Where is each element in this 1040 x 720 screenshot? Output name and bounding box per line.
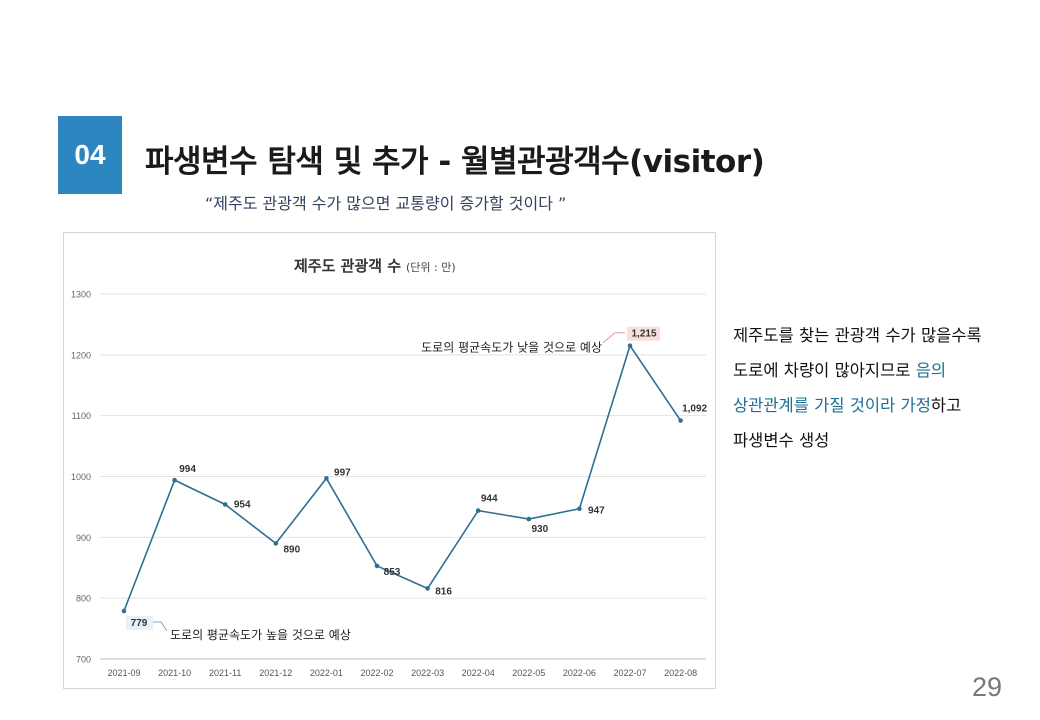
slide-subtitle: “제주도 관광객 수가 많으면 교통량이 증가할 것이다 ” (205, 194, 567, 213)
y-tick-label: 900 (76, 533, 91, 543)
x-tick-label: 2022-05 (512, 668, 545, 678)
chart-container: 제주도 관광객 수 (단위 : 만) 700 800 900 1000 1100 1200 13… (63, 232, 716, 689)
annotation-text: 도로의 평균속도가 낮을 것으로 예상 (421, 341, 602, 355)
data-point (577, 506, 582, 512)
data-point (475, 508, 481, 513)
highlight-text: 상관관계를 가질 것이라 가정 (733, 396, 931, 415)
data-point (324, 476, 329, 481)
data-point (425, 586, 430, 591)
x-tick-label: 2022-01 (310, 668, 343, 678)
data-label: 947 (588, 506, 605, 517)
data-label: 853 (384, 567, 401, 578)
x-tick-label: 2021-11 (209, 668, 241, 678)
annotation-text: 도로의 평균속도가 높을 것으로 예상 (170, 628, 351, 642)
data-label: 944 (481, 494, 498, 505)
data-point (526, 516, 532, 522)
y-tick-label: 1200 (71, 350, 91, 360)
data-point (374, 563, 380, 569)
data-point (172, 477, 177, 483)
slide-title: 파생변수 탐색 및 추가 - 월별관광객수(visitor) (145, 144, 765, 180)
data-point (678, 418, 683, 423)
data-label: 994 (179, 464, 196, 475)
line-chart: 제주도 관광객 수 (단위 : 만) 700 800 900 1000 1100 1200 13… (71, 257, 708, 678)
description-line: 상관관계를 가질 것이라 가정하고 (733, 396, 962, 415)
x-tick-label: 2021-12 (259, 668, 292, 678)
chart-title: 제주도 관광객 수 (294, 257, 401, 275)
x-tick-label: 2022-04 (462, 668, 495, 678)
data-label-highlight (627, 326, 660, 341)
page-number: 29 (972, 672, 1003, 702)
series-line (123, 343, 682, 612)
x-tick-label: 2022-02 (360, 668, 393, 678)
y-tick-label: 1300 (71, 290, 91, 300)
data-label: 997 (334, 467, 351, 478)
data-point (222, 502, 228, 507)
y-tick-label: 800 (76, 594, 91, 604)
annotation-leader (602, 332, 625, 344)
data-label: 1,092 (682, 404, 707, 415)
x-tick-label: 2022-07 (613, 668, 646, 678)
x-tick-label: 2022-08 (664, 668, 697, 678)
x-tick-label: 2021-10 (158, 668, 191, 678)
description-line: 도로에 차량이 많아지므로 음의 (733, 361, 947, 380)
description-text: 제주도를 찾는 관광객 수가 많을수록 도로에 차량이 많아지므로 음의 상관관… (733, 318, 1033, 458)
annotation-leader (153, 621, 168, 632)
y-tick-label: 1000 (71, 472, 91, 482)
x-tick-label: 2022-06 (563, 668, 596, 678)
data-point (627, 343, 633, 349)
data-label: 779 (131, 618, 148, 629)
description-line: 제주도를 찾는 관광객 수가 많을수록 (733, 326, 982, 345)
x-tick-label: 2021-09 (107, 668, 140, 678)
data-label: 954 (234, 499, 251, 510)
section-number-badge: 04 (58, 116, 122, 194)
description-line: 파생변수 생성 (733, 431, 830, 450)
data-label-highlight (126, 615, 153, 630)
data-label: 1,215 (631, 329, 656, 340)
highlight-text: 음의 (915, 361, 947, 380)
y-tick-label: 700 (76, 655, 91, 665)
x-tick-label: 2022-03 (411, 668, 444, 678)
chart-title-unit: (단위 : 만) (406, 261, 456, 274)
y-tick-label: 1100 (72, 411, 91, 421)
data-point (273, 541, 279, 546)
data-label: 816 (435, 586, 452, 597)
data-label: 930 (531, 524, 548, 535)
data-point (121, 608, 127, 614)
data-label: 890 (283, 544, 300, 555)
